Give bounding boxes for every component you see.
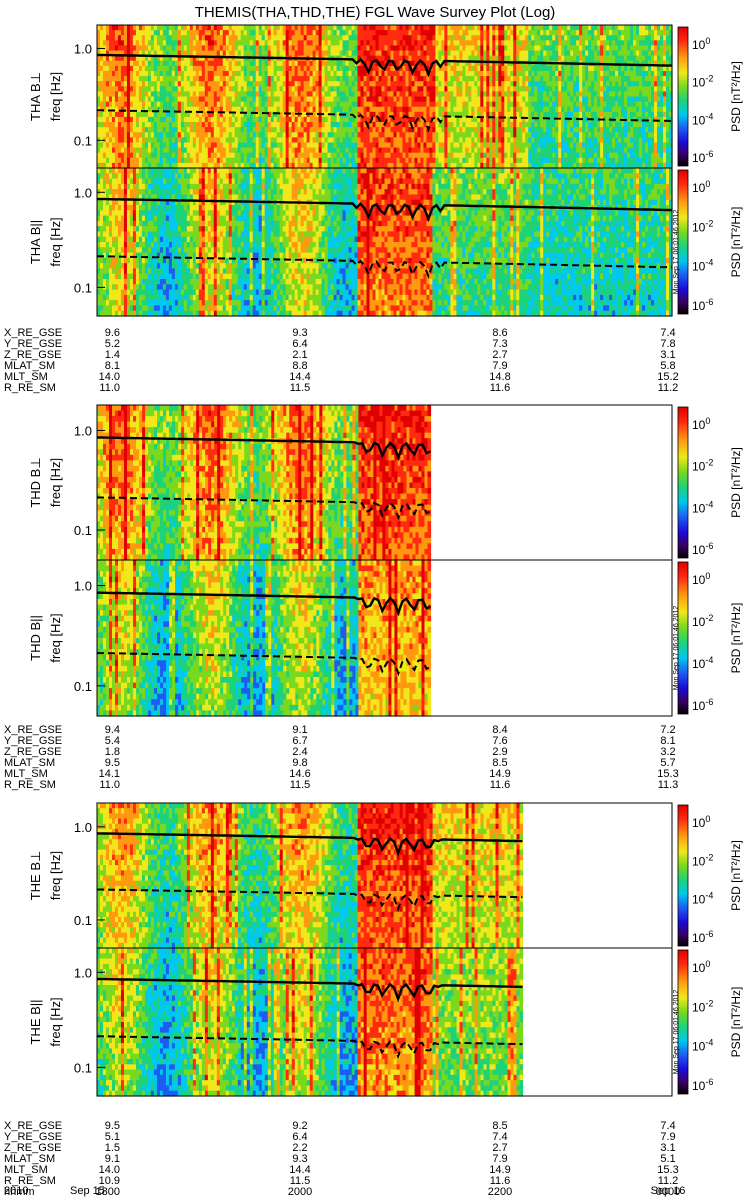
- chart-title: THEMIS(THA,THD,THE) FGL Wave Survey Plot…: [195, 4, 556, 21]
